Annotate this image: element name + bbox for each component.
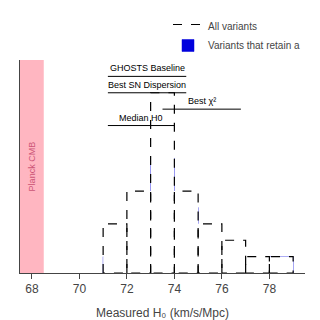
svg-text:All variants: All variants: [208, 21, 257, 32]
svg-text:72: 72: [120, 282, 134, 296]
svg-text:GHOSTS Baseline: GHOSTS Baseline: [110, 63, 185, 73]
svg-text:68: 68: [25, 282, 39, 296]
svg-text:70: 70: [73, 282, 87, 296]
svg-text:74: 74: [168, 282, 182, 296]
svg-text:Variants that retain a: Variants that retain a: [208, 40, 300, 51]
svg-text:76: 76: [215, 282, 229, 296]
svg-text:Median H0: Median H0: [119, 113, 163, 123]
svg-text:Measured H₀ (km/s/Mpc): Measured H₀ (km/s/Mpc): [96, 306, 229, 320]
svg-text:78: 78: [263, 282, 277, 296]
svg-text:Best χ²: Best χ²: [188, 96, 216, 106]
svg-text:Planck CMB: Planck CMB: [27, 142, 37, 192]
svg-text:Best SN Dispersion: Best SN Dispersion: [108, 80, 186, 90]
